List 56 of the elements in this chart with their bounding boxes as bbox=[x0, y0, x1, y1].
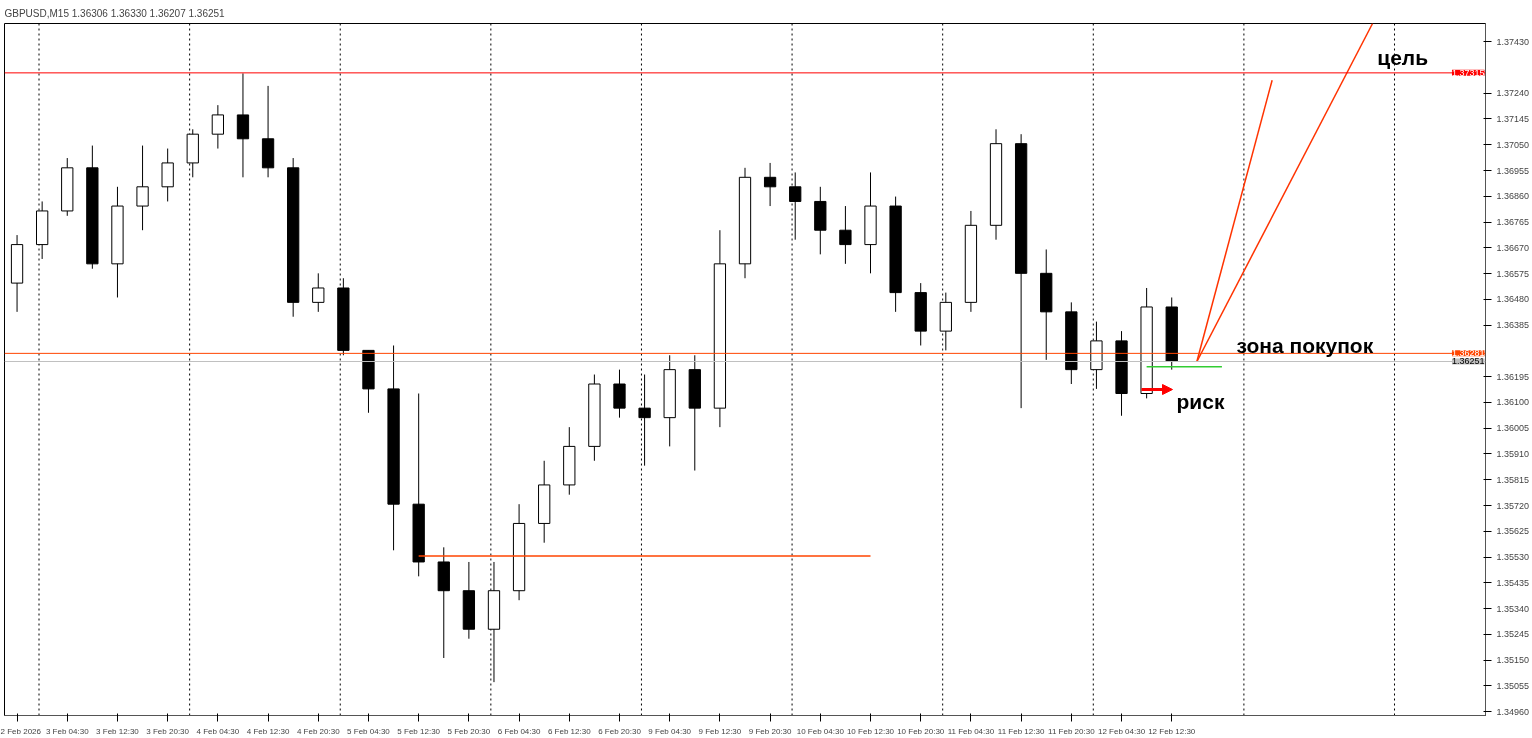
y-tick-label: 1.36575 bbox=[1496, 268, 1530, 279]
x-tick-label: 10 Feb 04:30 bbox=[796, 726, 845, 736]
y-tick-label: 1.35625 bbox=[1496, 526, 1530, 537]
x-tick-label: 9 Feb 12:30 bbox=[698, 726, 742, 736]
x-tick-label: 10 Feb 20:30 bbox=[897, 726, 945, 736]
x-tick-label: 3 Feb 04:30 bbox=[45, 726, 90, 736]
y-tick-label: 1.35910 bbox=[1496, 449, 1530, 459]
y-tick-label: 1.37240 bbox=[1496, 88, 1530, 99]
x-tick-label: 4 Feb 12:30 bbox=[246, 726, 290, 736]
annotation: цель bbox=[1377, 45, 1429, 69]
x-tick-label: 5 Feb 12:30 bbox=[397, 726, 441, 736]
x-tick-label: 6 Feb 20:30 bbox=[598, 726, 642, 736]
y-tick-label: 1.37430 bbox=[1496, 36, 1530, 47]
x-tick-label: 10 Feb 12:30 bbox=[846, 726, 895, 736]
y-tick-label: 1.35530 bbox=[1496, 552, 1530, 563]
y-tick-label: 1.36860 bbox=[1496, 191, 1530, 202]
y-tick-label: 1.36765 bbox=[1496, 217, 1530, 228]
x-tick-label: 4 Feb 20:30 bbox=[296, 726, 341, 736]
y-tick-label: 1.35815 bbox=[1496, 474, 1530, 485]
annotation: зона покупок bbox=[1236, 333, 1374, 357]
y-tick-label: 1.36480 bbox=[1496, 294, 1530, 305]
x-tick-label: 4 Feb 04:30 bbox=[196, 726, 240, 736]
x-tick-label: 9 Feb 04:30 bbox=[648, 726, 692, 736]
y-tick-label: 1.34960 bbox=[1496, 706, 1530, 717]
x-tick-label: 5 Feb 20:30 bbox=[447, 726, 491, 736]
x-tick-label: 12 Feb 12:30 bbox=[1148, 726, 1196, 736]
chart-title: GBPUSD,M15 1.36306 1.36330 1.36207 1.36251 bbox=[4, 7, 226, 19]
x-tick-label: 6 Feb 04:30 bbox=[497, 726, 541, 736]
y-tick-label: 1.35340 bbox=[1496, 603, 1530, 614]
x-tick-label: 3 Feb 20:30 bbox=[146, 726, 190, 736]
ref-line-label: 1.36281 bbox=[1451, 348, 1485, 359]
y-tick-label: 1.35055 bbox=[1496, 680, 1530, 691]
x-tick-label: 12 Feb 04:30 bbox=[1097, 726, 1146, 736]
annotation: риск bbox=[1176, 389, 1225, 413]
ref-line-label: 1.37315 bbox=[1451, 67, 1485, 78]
y-tick-label: 1.35245 bbox=[1496, 629, 1530, 640]
y-tick-label: 1.36385 bbox=[1496, 320, 1530, 331]
x-tick-label: 9 Feb 20:30 bbox=[748, 726, 792, 736]
x-tick-label: 2 Feb 2026 bbox=[0, 726, 42, 736]
y-tick-label: 1.36670 bbox=[1496, 242, 1530, 253]
ref-line-label: 1.36251 bbox=[1451, 356, 1485, 367]
x-tick-label: 5 Feb 04:30 bbox=[347, 726, 391, 736]
x-tick-label: 11 Feb 20:30 bbox=[1048, 726, 1096, 736]
x-tick-label: 3 Feb 12:30 bbox=[96, 726, 140, 736]
x-tick-label: 11 Feb 04:30 bbox=[947, 726, 995, 736]
y-tick-label: 1.37050 bbox=[1496, 139, 1530, 150]
y-tick-label: 1.35720 bbox=[1496, 500, 1530, 511]
y-tick-label: 1.37145 bbox=[1496, 113, 1530, 124]
y-tick-label: 1.36955 bbox=[1496, 165, 1530, 176]
y-tick-label: 1.35150 bbox=[1496, 655, 1530, 666]
x-tick-label: 11 Feb 12:30 bbox=[997, 726, 1045, 736]
y-tick-label: 1.36100 bbox=[1496, 397, 1530, 408]
y-tick-label: 1.36005 bbox=[1496, 423, 1530, 434]
x-tick-label: 6 Feb 12:30 bbox=[547, 726, 592, 736]
y-tick-label: 1.35435 bbox=[1496, 577, 1530, 588]
y-tick-label: 1.36195 bbox=[1496, 371, 1530, 382]
